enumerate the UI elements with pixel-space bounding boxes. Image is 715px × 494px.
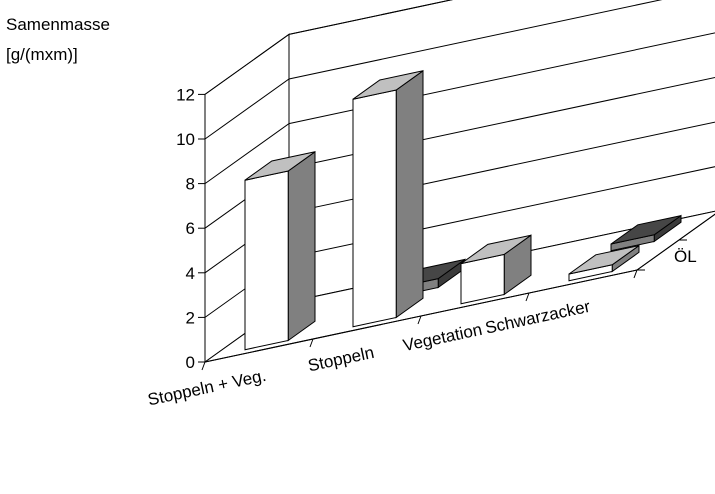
y-tick-label: 6 [186, 219, 195, 238]
bar [394, 258, 466, 298]
x-category-label: Vegetation [401, 320, 484, 355]
x-category-label: Schwarzacker [483, 297, 592, 338]
bar [244, 150, 316, 351]
y-axis-label-line1: Samenmasse [6, 15, 110, 34]
bars [244, 69, 682, 351]
bar-top [244, 151, 316, 181]
y-tick-label: 8 [186, 175, 195, 194]
bar-side [395, 69, 424, 319]
x-tick [201, 361, 206, 371]
x-tick [525, 292, 530, 302]
bar-front [352, 89, 397, 328]
bar [460, 234, 532, 305]
bar-top [460, 234, 532, 265]
x-tick [633, 269, 638, 279]
x-tick [417, 315, 422, 325]
y-tick-label: 0 [186, 353, 195, 372]
gridline [204, 32, 715, 185]
x-tick [309, 338, 314, 348]
bar-side [287, 150, 316, 342]
depth-series-label: ÖL [674, 247, 697, 266]
x-category-label: Stoppeln [306, 343, 376, 376]
gridline [204, 0, 663, 140]
y-tick-label: 4 [186, 264, 195, 283]
bar [610, 214, 682, 252]
bar [352, 69, 424, 328]
depth-series-labels: ÖLKL [674, 247, 697, 266]
bar [568, 244, 640, 282]
y-tick-labels: 0 2 4 6 8 10 12 [176, 85, 195, 372]
axes [198, 93, 715, 371]
y-tick-label: 10 [176, 130, 195, 149]
gridline [204, 0, 453, 95]
x-category-label: Stoppeln + Veg. [146, 366, 268, 410]
bar-top [568, 245, 640, 275]
bar-front [244, 170, 289, 351]
y-tick-label: 12 [176, 85, 195, 104]
y-axis-label-line2: [g/(mxm)] [6, 45, 78, 64]
bar-top [352, 70, 424, 100]
y-tick-label: 2 [186, 308, 195, 327]
bar-top [610, 215, 682, 245]
